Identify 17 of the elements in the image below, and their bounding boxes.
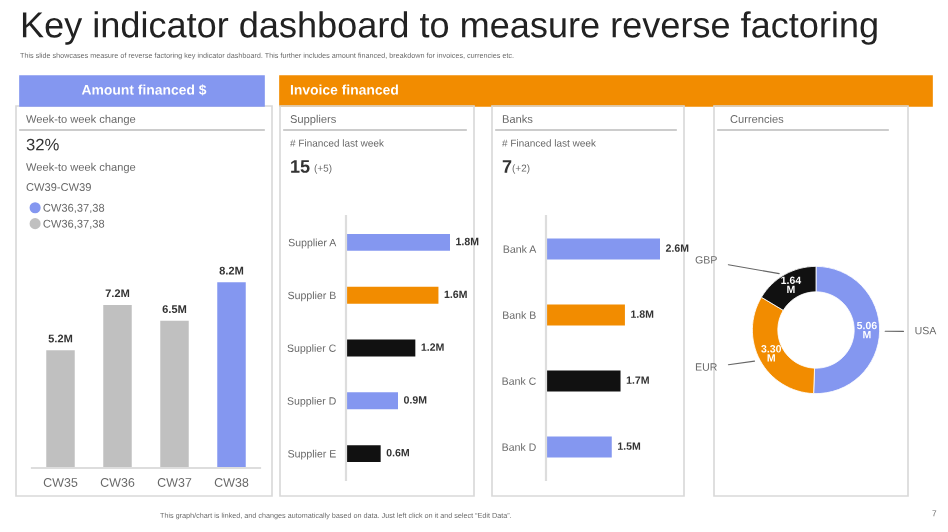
bar — [217, 282, 246, 468]
bar — [346, 286, 439, 304]
bar — [546, 304, 625, 326]
bar — [546, 370, 621, 392]
bar — [546, 238, 660, 260]
bar — [46, 350, 75, 468]
text: Key indicator dashboard to measure reverse factoring — [22, 11, 877, 45]
text: 7 — [502, 160, 512, 173]
bar — [346, 339, 416, 357]
bar — [160, 320, 189, 468]
bar — [346, 392, 398, 410]
bar — [103, 304, 132, 468]
text: 15 — [291, 160, 310, 173]
text: 32% — [26, 138, 59, 151]
bar — [346, 233, 450, 251]
bar — [346, 445, 381, 463]
bar — [546, 436, 612, 458]
